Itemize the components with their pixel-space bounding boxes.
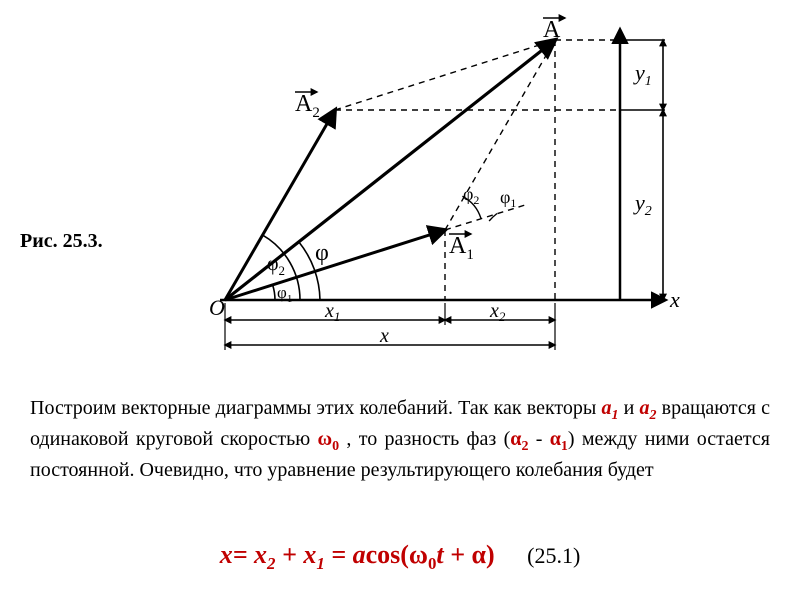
label-vec-a2: A2 — [295, 91, 320, 121]
eq-math: x= x2 + x1 = acos(ω0t + α) — [220, 540, 501, 569]
para-omega: ω0 — [317, 428, 339, 450]
vector-diagram: O x A A2 A1 φ1 φ2 φ φ2 φ1 — [165, 10, 685, 370]
para-al2: α2 — [510, 428, 528, 450]
label-dim-x: x — [379, 325, 389, 347]
para-t4: , то разность фаз ( — [339, 428, 510, 450]
page-root: Рис. 25.3. — [0, 0, 800, 600]
label-dim-x1: x1 — [324, 300, 340, 324]
label-dim-x2: x2 — [489, 300, 506, 324]
equation-number: (25.1) — [527, 543, 580, 568]
para-a1: a1 — [601, 397, 618, 419]
arc-phi1 — [273, 285, 275, 300]
label-phi1: φ1 — [277, 283, 292, 305]
svg-text:A: A — [543, 17, 561, 43]
para-a2: a2 — [640, 397, 657, 419]
figure-label: Рис. 25.3. — [20, 230, 103, 253]
body-paragraph: Построим векторные диаграммы этих колеба… — [30, 395, 770, 484]
para-t5: - — [528, 428, 549, 450]
diagram-svg: O x A A2 A1 φ1 φ2 φ φ2 φ1 — [165, 10, 685, 370]
equation-line: x= x2 + x1 = acos(ω0t + α) (25.1) — [0, 540, 800, 574]
para-t2: и — [618, 397, 639, 419]
arc-tip-phi1 — [489, 214, 497, 222]
label-dim-y1: y1 — [633, 60, 652, 89]
label-phi: φ — [315, 240, 329, 266]
label-vec-a: A — [543, 17, 565, 43]
label-tip-phi2: φ2 — [463, 184, 479, 207]
svg-text:A2: A2 — [295, 91, 320, 121]
svg-text:A1: A1 — [449, 233, 474, 263]
label-vec-a1: A1 — [449, 233, 474, 263]
para-al1: α1 — [550, 428, 568, 450]
parallelogram-top — [335, 40, 555, 110]
para-t1: Построим векторные диаграммы этих колеба… — [30, 397, 601, 419]
label-origin: O — [209, 295, 225, 320]
label-tip-phi1: φ1 — [500, 187, 516, 210]
label-x-axis: x — [669, 287, 680, 312]
label-dim-y2: y2 — [633, 190, 652, 219]
